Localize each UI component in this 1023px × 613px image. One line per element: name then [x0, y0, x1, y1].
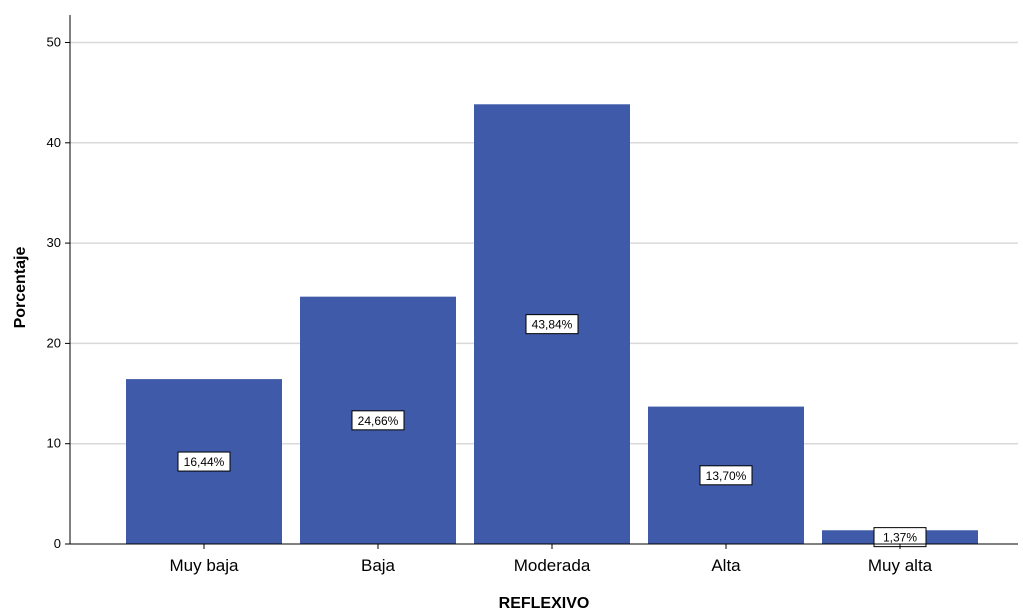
y-axis-title: Porcentaje [12, 246, 29, 328]
y-tick-label: 30 [47, 235, 61, 250]
x-tick-labels: Muy baja Baja Moderada Alta Muy alta [170, 544, 933, 575]
data-label-text: 43,84% [532, 318, 573, 332]
data-label: 16,44% [177, 451, 231, 472]
y-tick-label: 20 [47, 335, 61, 350]
y-tick-label: 10 [47, 436, 61, 451]
data-labels: 16,44% 24,66% 43,84% 13,70% 1,37% [177, 314, 927, 548]
data-label-text: 16,44% [184, 455, 225, 469]
data-label-text: 1,37% [883, 531, 917, 545]
x-tick-label: Alta [711, 556, 741, 575]
y-tick-label: 50 [47, 35, 61, 50]
data-label-text: 24,66% [358, 414, 399, 428]
data-label: 13,70% [699, 465, 753, 486]
data-label: 43,84% [525, 314, 579, 335]
x-tick-label: Muy baja [170, 556, 240, 575]
x-tick-label: Baja [361, 556, 396, 575]
data-label: 24,66% [351, 410, 405, 431]
y-tick-label: 40 [47, 135, 61, 150]
y-tick-labels: 0 10 20 30 40 50 [47, 35, 70, 551]
axes [69, 15, 1018, 545]
x-tick-label: Moderada [514, 556, 591, 575]
y-tick-label: 0 [54, 536, 61, 551]
data-label-box [351, 410, 405, 431]
data-label-box [525, 314, 579, 335]
data-label-box [177, 451, 231, 472]
data-label: 1,37% [873, 527, 927, 548]
data-label-box [699, 465, 753, 486]
x-axis-title: REFLEXIVO [499, 595, 590, 612]
x-tick-label: Muy alta [868, 556, 933, 575]
data-label-text: 13,70% [706, 469, 747, 483]
